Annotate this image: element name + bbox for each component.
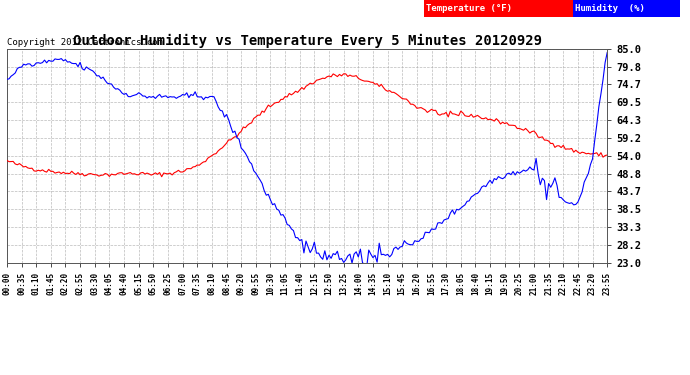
Title: Outdoor Humidity vs Temperature Every 5 Minutes 20120929: Outdoor Humidity vs Temperature Every 5 … <box>72 33 542 48</box>
Text: Temperature (°F): Temperature (°F) <box>426 4 513 13</box>
Text: Humidity  (%): Humidity (%) <box>575 4 644 13</box>
Text: Copyright 2012 Cartronics.com: Copyright 2012 Cartronics.com <box>7 38 163 46</box>
